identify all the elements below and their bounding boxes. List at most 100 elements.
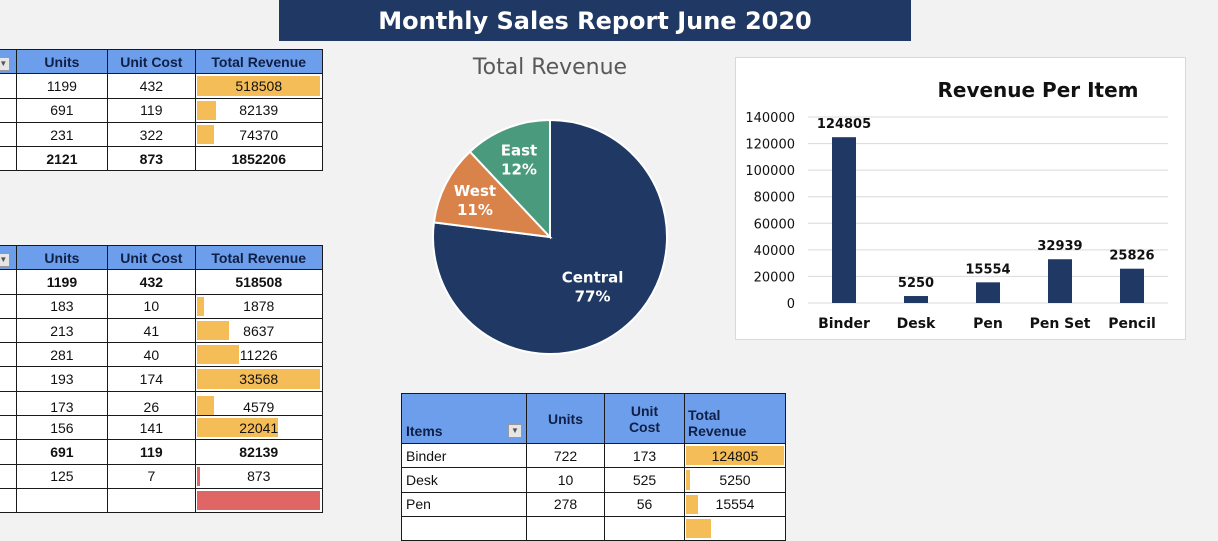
col-header-unit-cost: Unit Cost xyxy=(604,393,685,444)
cell-units: 173 xyxy=(15,390,109,417)
data-bar xyxy=(196,395,214,415)
total-revenue: 1852206 xyxy=(194,146,324,172)
data-bar xyxy=(686,470,690,490)
cell-unit-cost: 7 xyxy=(107,463,196,489)
cell-total-revenue: 518508 xyxy=(194,73,324,99)
table-row: 156 141 22041 xyxy=(0,415,324,441)
x-tick-label: Binder xyxy=(818,316,870,332)
detail-table-left: ▼ Units Unit Cost Total Revenue 1199 432… xyxy=(0,244,324,514)
cell-unit-cost: 40 xyxy=(107,342,196,368)
cell-unit-cost: 432 xyxy=(107,269,196,295)
cell-units: 278 xyxy=(526,491,605,517)
bar-pen xyxy=(976,282,1000,303)
cell-units: 281 xyxy=(15,342,109,368)
cell-units xyxy=(526,515,605,541)
bar-desk xyxy=(904,296,928,303)
cell-units: 125 xyxy=(15,463,109,489)
cell-item: Binder xyxy=(401,442,527,469)
cell-total-revenue: 74370 xyxy=(194,121,324,148)
table-row: 183 10 1878 xyxy=(0,293,324,319)
data-bar xyxy=(196,76,321,96)
bar-data-label: 5250 xyxy=(898,276,934,291)
data-bar xyxy=(196,466,201,486)
cell-unit-cost: 119 xyxy=(107,97,196,123)
bar-pen-set xyxy=(1048,259,1072,303)
y-tick-label: 40000 xyxy=(754,244,795,259)
x-tick-label: Pen xyxy=(973,316,1003,332)
filter-header[interactable]: ▼ xyxy=(0,48,17,75)
cell-units: 156 xyxy=(15,415,109,441)
col-header-units: Units xyxy=(15,48,109,75)
data-bar xyxy=(196,369,321,389)
pie-slice-percent: 77% xyxy=(575,287,611,305)
data-bar xyxy=(196,100,217,120)
cell-units: 691 xyxy=(15,439,109,465)
bar-data-label: 124805 xyxy=(817,117,871,132)
table-row: 1199 432 518508 xyxy=(0,73,324,99)
cell-total-revenue xyxy=(684,515,786,541)
col-header-units: Units xyxy=(526,393,605,444)
x-tick-label: Pencil xyxy=(1108,316,1156,332)
table-row: 231 322 74370 xyxy=(0,121,324,148)
cell-unit-cost xyxy=(107,487,196,514)
y-tick-label: 0 xyxy=(787,297,795,312)
data-bar xyxy=(686,494,698,514)
col-header-unit-cost: Unit Cost xyxy=(107,244,196,271)
cell-total-revenue: 518508 xyxy=(194,269,324,295)
cell-item: Desk xyxy=(401,467,527,493)
cell-item: Pen xyxy=(401,491,527,517)
table-row xyxy=(401,515,786,541)
table-row: 173 26 4579 xyxy=(0,390,324,417)
cell-units: 1199 xyxy=(15,269,109,295)
table-row: 691 119 82139 xyxy=(0,439,324,465)
summary-table-top: ▼ Units Unit Cost Total Revenue 1199 432… xyxy=(0,48,324,172)
col-header-unit-cost: Unit Cost xyxy=(107,48,196,75)
data-bar xyxy=(196,490,321,511)
dropdown-arrow-icon[interactable]: ▼ xyxy=(0,56,11,71)
cell-unit-cost: 41 xyxy=(107,317,196,344)
pie-slice-label: East xyxy=(501,142,537,160)
cell-total-revenue: 124805 xyxy=(684,442,786,469)
data-bar xyxy=(196,296,204,316)
col-header-total-revenue: Total Revenue xyxy=(194,48,324,75)
table-row: 213 41 8637 xyxy=(0,317,324,344)
x-tick-label: Desk xyxy=(897,316,936,332)
col-header-total-revenue: Total Revenue xyxy=(684,393,786,444)
x-tick-label: Pen Set xyxy=(1030,316,1091,332)
bar-chart-title: Revenue Per Item xyxy=(937,78,1138,102)
cell-total-revenue: 4579 xyxy=(194,390,324,417)
cell-unit-cost: 56 xyxy=(604,491,685,517)
cell-unit-cost: 141 xyxy=(107,415,196,441)
total-unit-cost: 873 xyxy=(107,146,196,172)
cell-total-revenue: 82139 xyxy=(194,97,324,123)
pie-chart-title: Total Revenue xyxy=(472,55,628,80)
cell-unit-cost: 322 xyxy=(107,121,196,148)
cell-units: 722 xyxy=(526,442,605,469)
pie-slice-label: West xyxy=(454,182,496,200)
cell-unit-cost: 173 xyxy=(604,442,685,469)
table-row: Pen 278 56 15554 xyxy=(401,491,786,517)
data-bar xyxy=(196,418,279,438)
cell-units: 10 xyxy=(526,467,605,493)
cell-total-revenue: 22041 xyxy=(194,415,324,441)
data-bar xyxy=(196,320,229,341)
filter-header[interactable]: ▼ xyxy=(0,244,17,271)
table-row: 125 7 873 xyxy=(0,463,324,489)
pie-slice-east xyxy=(468,118,551,240)
table-row: 691 119 82139 xyxy=(0,97,324,123)
cell-total-revenue: 15554 xyxy=(684,491,786,517)
bar-data-label: 32939 xyxy=(1037,239,1082,254)
dropdown-arrow-icon[interactable]: ▼ xyxy=(508,424,522,438)
cell-total-revenue: 33568 xyxy=(194,366,324,392)
table-row: 1199 432 518508 xyxy=(0,269,324,295)
cell-unit-cost: 174 xyxy=(107,366,196,392)
bar-binder xyxy=(832,137,856,303)
col-header-items[interactable]: Items ▼ xyxy=(401,393,527,444)
data-bar xyxy=(196,345,239,365)
cell-units: 213 xyxy=(15,317,109,344)
cell-unit-cost: 432 xyxy=(107,73,196,99)
dropdown-arrow-icon[interactable]: ▼ xyxy=(0,252,11,267)
table-row: Binder 722 173 124805 xyxy=(401,442,786,469)
items-table: Items ▼ Units Unit Cost Total Revenue Bind… xyxy=(401,393,786,541)
